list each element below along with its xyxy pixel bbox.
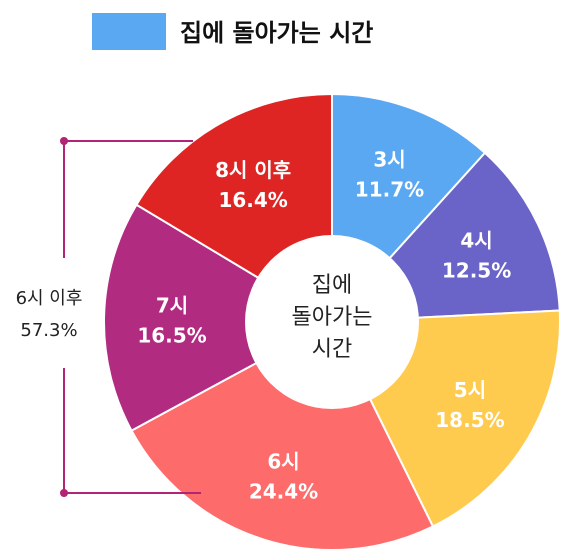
slice-value-label-4: 24.4% (249, 479, 318, 503)
center-label-line-1: 집에 (312, 273, 352, 298)
slice-name-label-1: 3시 (373, 148, 405, 172)
slice-value-label-2: 12.5% (442, 258, 511, 282)
slice-value-label-5: 16.5% (137, 323, 206, 347)
donut-hole (245, 235, 419, 409)
slice-name-label-5: 7시 (156, 293, 188, 317)
bracket-label-name: 6시 이후 (16, 288, 83, 309)
slice-value-label-1: 11.7% (355, 178, 424, 202)
center-label-line-2: 돌아가는 (292, 305, 373, 330)
pie-slice-5 (103, 203, 335, 432)
slice-name-label-3: 5시 (454, 378, 486, 402)
slice-value-label-3: 18.5% (435, 408, 504, 432)
bracket-6pm-plus: 6시 이후 57.3% (16, 137, 201, 497)
legend-swatch (92, 13, 166, 50)
slice-labels-group: 3시 11.7% 4시 12.5% 5시 18.5% 6시 24.4% 7시 16.5% 8시 이후… (137, 148, 511, 504)
bracket-dot-top (60, 137, 68, 145)
bracket-label-value: 57.3% (20, 320, 77, 341)
center-label-line-3: 시간 (312, 337, 352, 362)
chart-title: 집에 돌아가는 시간 (180, 19, 373, 47)
slice-name-label-6: 8시 이후 (215, 158, 291, 182)
slice-name-label-2: 4시 (460, 228, 492, 252)
slice-value-label-6: 16.4% (218, 188, 287, 212)
slice-name-label-4: 6시 (267, 449, 299, 473)
bracket-dot-bottom (60, 489, 68, 497)
